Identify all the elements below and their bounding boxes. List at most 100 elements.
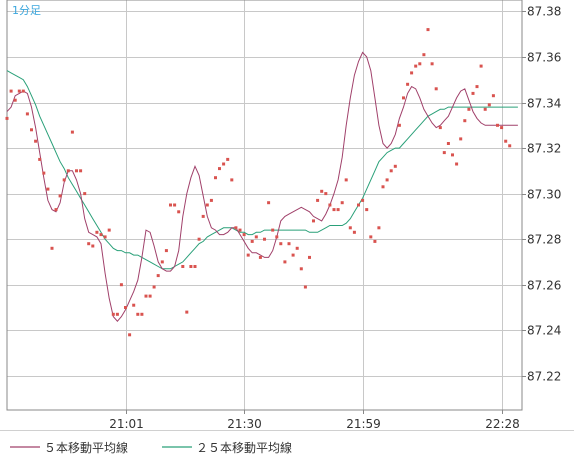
y-axis-ticks: 87.38 87.36 87.34 87.32 87.30 87.28 87.26 87.24… [522,5,561,384]
price-point [320,189,324,193]
ma5-line [6,51,518,322]
price-point [406,82,410,86]
price-point [377,226,381,230]
price-point [13,98,17,102]
price-point [397,123,401,127]
y-tick-label: 87.30 [527,188,561,202]
price-point [324,192,328,196]
price-point [267,201,271,205]
price-point [369,235,373,239]
price-point [246,253,250,257]
price-point [214,176,217,180]
price-point [91,244,95,248]
price-point [222,162,226,166]
price-point [111,312,115,316]
price-point [95,230,99,234]
price-point [357,203,360,207]
price-point [500,126,504,130]
price-point [128,333,132,337]
legend-label-ma25: ２５本移動平均線 [196,440,292,455]
ma5-layer [6,51,518,322]
price-point [218,167,221,171]
price-point [418,62,422,66]
price-point [459,137,463,141]
price-point [446,142,450,145]
price-point [140,312,144,316]
price-point [328,203,332,207]
price-point [156,274,160,278]
price-point [38,157,42,161]
price-point [258,255,262,259]
legend-item-ma25: ２５本移動平均線 [162,440,292,455]
price-point [34,139,38,143]
x-tick-label: 21:59 [346,417,381,431]
price-point [438,126,442,130]
price-point [160,260,164,264]
price-point [5,116,9,120]
price-point [242,233,246,237]
price-point [99,233,103,237]
price-point [365,208,369,212]
price-point [344,178,348,182]
price-point [402,96,405,100]
price-point [352,230,356,234]
price-point [54,208,58,212]
price-point [287,242,291,246]
price-point [491,94,495,98]
price-point [185,310,189,314]
price-point [299,267,303,271]
price-point [348,226,352,230]
price-point [487,103,491,107]
price-point [50,246,54,250]
price-point [303,285,307,289]
legend-label-ma5: ５本移動平均線 [44,440,128,455]
price-point [115,312,119,316]
price-point [136,312,140,316]
price-point [9,89,13,93]
price-point [463,119,467,123]
price-point [373,239,377,243]
price-point [75,169,78,173]
price-point [283,260,287,264]
x-tick-label: 21:30 [227,417,262,431]
price-point [42,171,46,175]
price-point [455,162,459,166]
price-point [201,214,205,218]
price-point [124,306,127,309]
price-point [197,237,201,241]
price-point [230,178,234,182]
price-point [312,219,315,223]
price-point [87,242,91,246]
y-tick-label: 87.24 [527,324,561,338]
price-point [508,144,512,148]
x-axis-ticks: 21:01 21:30 21:59 22:28 [109,410,520,431]
price-point [103,235,107,239]
price-point [58,194,62,198]
price-point [46,187,50,191]
price-point [25,112,29,116]
price-point [496,123,499,127]
x-tick-label: 22:28 [485,417,520,431]
y-tick-label: 87.34 [527,97,561,111]
price-point [483,107,487,111]
price-point [107,228,111,232]
price-point [250,239,254,243]
price-point [177,210,181,214]
price-point [414,64,418,68]
price-point [434,87,438,91]
price-point [193,265,197,268]
price-point [422,53,426,57]
price-point [430,62,434,66]
price-point [70,130,74,134]
price-point [291,253,295,257]
y-tick-label: 87.26 [527,279,561,293]
y-tick-label: 87.32 [527,142,561,156]
price-point [479,64,483,68]
price-point [144,294,148,298]
price-point [381,185,385,189]
y-tick-label: 87.38 [527,5,561,19]
y-tick-label: 87.36 [527,51,561,65]
price-point [340,201,344,205]
